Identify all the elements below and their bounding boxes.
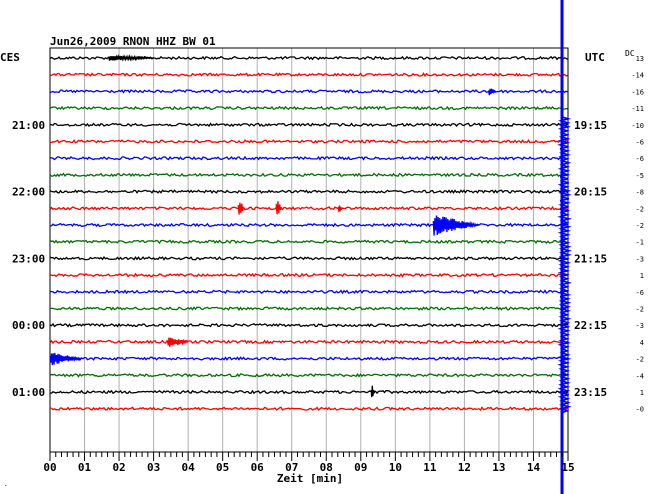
dc-header: DC xyxy=(625,49,635,58)
x-tick-label-15: 15 xyxy=(561,461,574,474)
trace-line-row-15 xyxy=(49,306,568,311)
dc-offset-label: -10 xyxy=(631,122,644,130)
right-header: UTC xyxy=(585,51,605,64)
trace-line-row-10 xyxy=(50,222,568,228)
right-time-label: 20:15 xyxy=(574,186,607,199)
dc-offset-label: -2 xyxy=(636,205,644,213)
right-time-label: 21:15 xyxy=(574,252,607,265)
dc-offset-label: -2 xyxy=(636,306,644,314)
x-tick-label-07: 07 xyxy=(285,461,298,474)
trace-line-row-18 xyxy=(49,356,568,361)
trace-line-row-1 xyxy=(50,72,568,78)
x-tick-label-09: 09 xyxy=(354,461,367,474)
event-burst-0 xyxy=(108,54,154,62)
trace-line-row-20 xyxy=(49,389,568,395)
trace-group xyxy=(49,55,568,411)
dc-offset-label: -3 xyxy=(636,255,644,263)
trace-line-row-4 xyxy=(49,122,568,128)
chart-title: Jun26,2009 RNON HHZ BW 01 xyxy=(50,35,216,48)
dc-offset-label: 13 xyxy=(636,55,644,63)
trace-line-row-9 xyxy=(49,205,568,211)
trace-line-row-12 xyxy=(49,256,568,261)
event-burst-1 xyxy=(487,88,496,96)
dc-offset-label: -0 xyxy=(636,406,644,414)
x-tick-label-08: 08 xyxy=(320,461,333,474)
trace-line-row-2 xyxy=(49,89,568,94)
left-time-label: 21:00 xyxy=(12,119,45,132)
dc-offset-label: -6 xyxy=(636,139,644,147)
left-header: CES xyxy=(0,51,20,64)
dc-offset-label: -3 xyxy=(636,322,644,330)
dc-offset-label: -6 xyxy=(636,289,644,297)
x-tick-label-01: 01 xyxy=(78,461,92,474)
trace-line-row-17 xyxy=(49,339,568,345)
x-axis-label: Zeit [min] xyxy=(277,472,343,485)
x-tick-label-03: 03 xyxy=(147,461,160,474)
right-time-label: 19:15 xyxy=(574,119,607,132)
event-burst-8 xyxy=(370,385,376,398)
left-time-label: 22:00 xyxy=(12,186,45,199)
x-tick-label-00: 00 xyxy=(43,461,56,474)
dc-offset-label: -2 xyxy=(636,222,644,230)
left-time-label: 23:00 xyxy=(12,252,45,265)
event-burst-5 xyxy=(432,215,479,236)
dc-offset-label: -8 xyxy=(636,189,644,197)
dc-offset-label: 1 xyxy=(640,389,644,397)
trace-line-row-16 xyxy=(49,322,568,328)
left-time-label: 00:00 xyxy=(12,319,45,332)
dc-offset-label: -2 xyxy=(636,356,644,364)
trace-line-row-21 xyxy=(49,406,568,411)
x-tick-label-05: 05 xyxy=(216,461,229,474)
event-burst-6 xyxy=(166,337,189,348)
event-group xyxy=(49,0,573,494)
trace-line-row-8 xyxy=(49,189,568,195)
dc-offset-label: -11 xyxy=(631,105,644,113)
x-tick-label-14: 14 xyxy=(527,461,541,474)
x-tick-label-10: 10 xyxy=(389,461,402,474)
trace-line-row-19 xyxy=(49,372,568,378)
x-tick-label-02: 02 xyxy=(112,461,125,474)
x-tick-label-04: 04 xyxy=(182,461,196,474)
trace-line-row-13 xyxy=(49,272,568,278)
event-burst-3 xyxy=(275,201,283,215)
event-burst-7 xyxy=(49,352,82,366)
dc-offset-label: 1 xyxy=(640,272,644,280)
dc-offset-label: -5 xyxy=(636,172,644,180)
x-tick-label-11: 11 xyxy=(423,461,437,474)
trace-line-row-6 xyxy=(49,155,568,161)
event-burst-4 xyxy=(337,205,343,213)
event-burst-2 xyxy=(237,202,245,215)
trace-line-row-11 xyxy=(49,239,568,245)
x-tick-label-12: 12 xyxy=(458,461,471,474)
dc-offset-label: -14 xyxy=(631,72,644,80)
axis-group: 00 01 02 03 04 05 06 07 08 09 10 11 12 13 14 1521:0022:… xyxy=(12,55,644,474)
right-time-label: 22:15 xyxy=(574,319,607,332)
dc-offset-label: -4 xyxy=(636,372,644,380)
dc-offset-label: -6 xyxy=(636,155,644,163)
trace-line-row-14 xyxy=(49,289,568,295)
right-time-label: 23:15 xyxy=(574,386,607,399)
dc-offset-label: 4 xyxy=(640,339,644,347)
x-tick-label-13: 13 xyxy=(492,461,505,474)
x-tick-label-06: 06 xyxy=(251,461,265,474)
dc-offset-label: -1 xyxy=(636,239,644,247)
footer-mark: . xyxy=(4,481,8,488)
trace-line-row-7 xyxy=(49,172,568,178)
dc-offset-label: -16 xyxy=(631,88,644,96)
trace-line-row-3 xyxy=(49,105,568,111)
trace-line-row-5 xyxy=(49,139,568,144)
left-time-label: 01:00 xyxy=(12,386,45,399)
